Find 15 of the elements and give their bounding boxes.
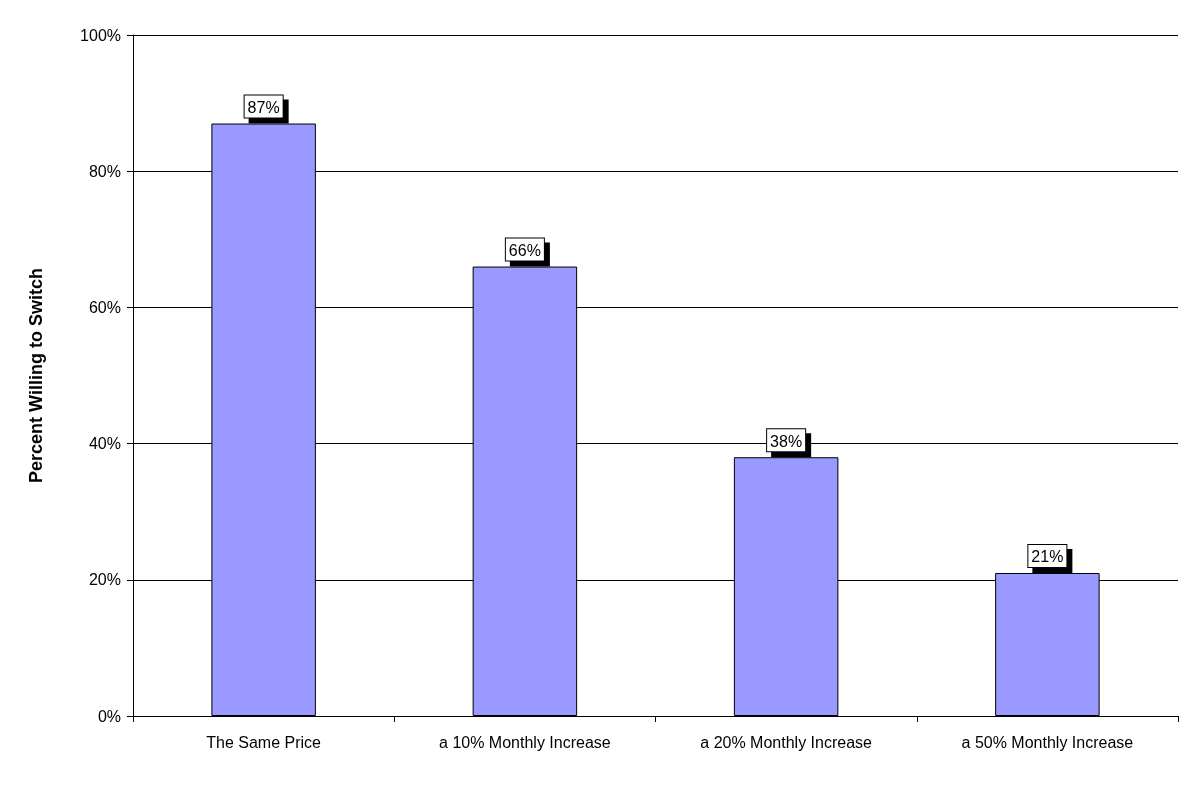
data-label: 66% <box>508 242 541 260</box>
x-tick-label: a 50% Monthly Increase <box>961 733 1134 751</box>
x-tick-label: a 10% Monthly Increase <box>439 733 611 751</box>
y-tick-label: 80% <box>88 162 121 180</box>
y-tick-label: 60% <box>88 298 121 316</box>
y-tick-label: 0% <box>97 707 121 725</box>
y-axis-title: Percent Willing to Switch <box>26 268 46 483</box>
y-tick-label: 100% <box>80 26 121 44</box>
data-label: 87% <box>247 99 280 117</box>
y-tick-label: 20% <box>88 571 121 589</box>
x-tick-label: The Same Price <box>206 733 322 751</box>
y-tick-label: 40% <box>88 435 121 453</box>
x-tick-label: a 20% Monthly Increase <box>700 733 873 751</box>
data-label: 38% <box>770 432 803 450</box>
data-label: 21% <box>1031 548 1064 566</box>
